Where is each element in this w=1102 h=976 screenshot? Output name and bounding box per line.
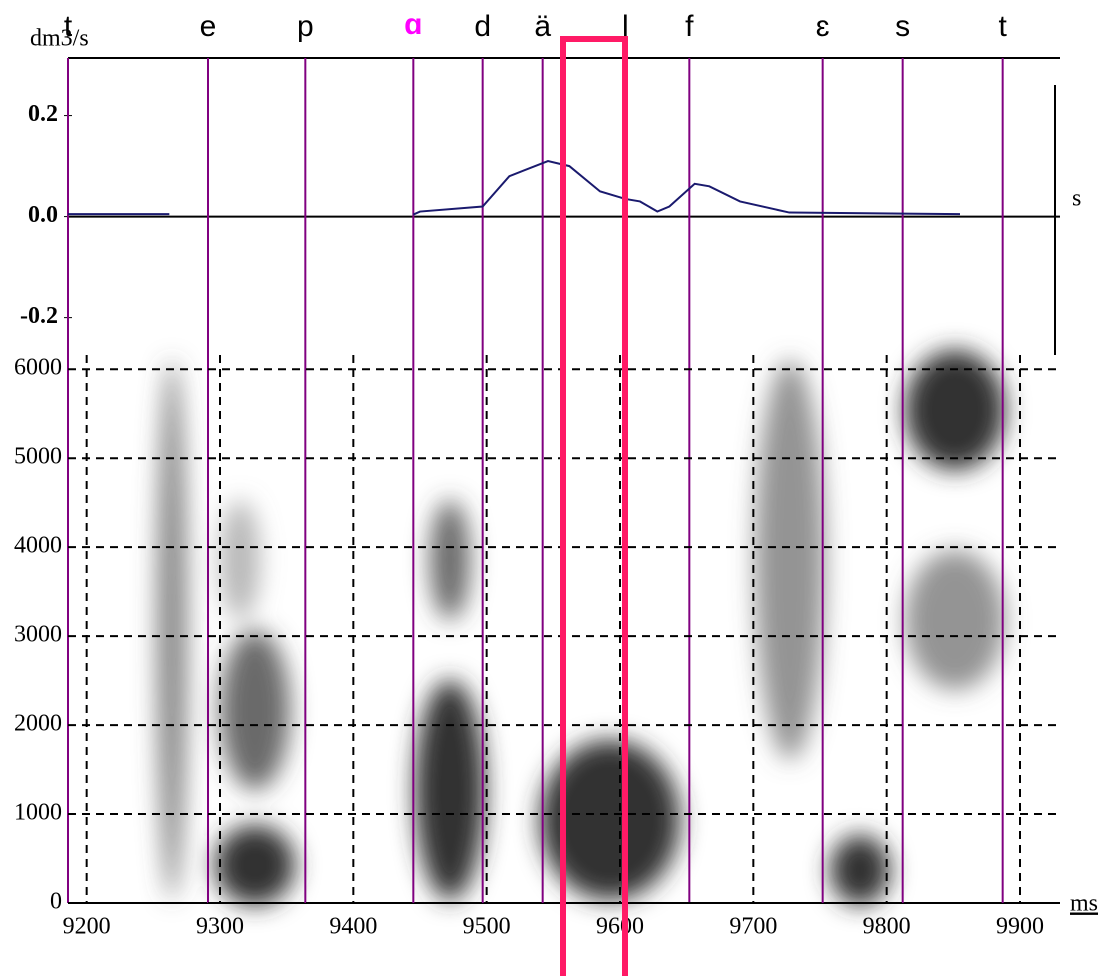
segment-label: p xyxy=(297,10,314,43)
x-tick-label: 9500 xyxy=(463,914,511,940)
y-tick-label: 5000 xyxy=(14,444,62,470)
segment-label: ä xyxy=(534,10,551,43)
x-tick-label: 9400 xyxy=(329,914,377,940)
y-tick-label: 6000 xyxy=(14,355,62,381)
x-tick-label: 9200 xyxy=(63,914,111,940)
y-tick-label: 0.2 xyxy=(28,101,58,127)
highlight-box xyxy=(560,36,628,976)
x-tick-label: 9800 xyxy=(863,914,911,940)
y-tick-label: 0.0 xyxy=(28,202,58,228)
segment-label: s xyxy=(895,10,910,43)
airflow-line xyxy=(68,159,961,216)
x-tick-label: 9700 xyxy=(729,914,777,940)
y-tick-label: -0.2 xyxy=(20,303,58,329)
segment-label: f xyxy=(685,10,694,43)
spectrogram-image xyxy=(157,350,1005,905)
y-tick-label: 0 xyxy=(50,889,62,915)
segment-label: t xyxy=(998,10,1007,43)
x-tick-label: 9900 xyxy=(996,914,1044,940)
x-tick-label: 9300 xyxy=(196,914,244,940)
segment-label: e xyxy=(200,10,217,43)
y-tick-label: 2000 xyxy=(14,711,62,737)
segment-label: l xyxy=(622,10,629,43)
y-tick-label: 4000 xyxy=(14,533,62,559)
y-tick-label: 3000 xyxy=(14,622,62,648)
x-axis-label: s xyxy=(1072,186,1081,212)
x-tick-label: 9600 xyxy=(596,914,644,940)
y-axis-label: dm3/s xyxy=(30,26,89,52)
segment-label: t xyxy=(64,10,73,43)
segment-label: d xyxy=(474,10,491,43)
segment-label: ɛ xyxy=(816,10,830,43)
y-tick-label: 1000 xyxy=(14,800,62,826)
x-axis-label: ms xyxy=(1070,891,1098,917)
segment-label: ɑ xyxy=(404,8,422,41)
